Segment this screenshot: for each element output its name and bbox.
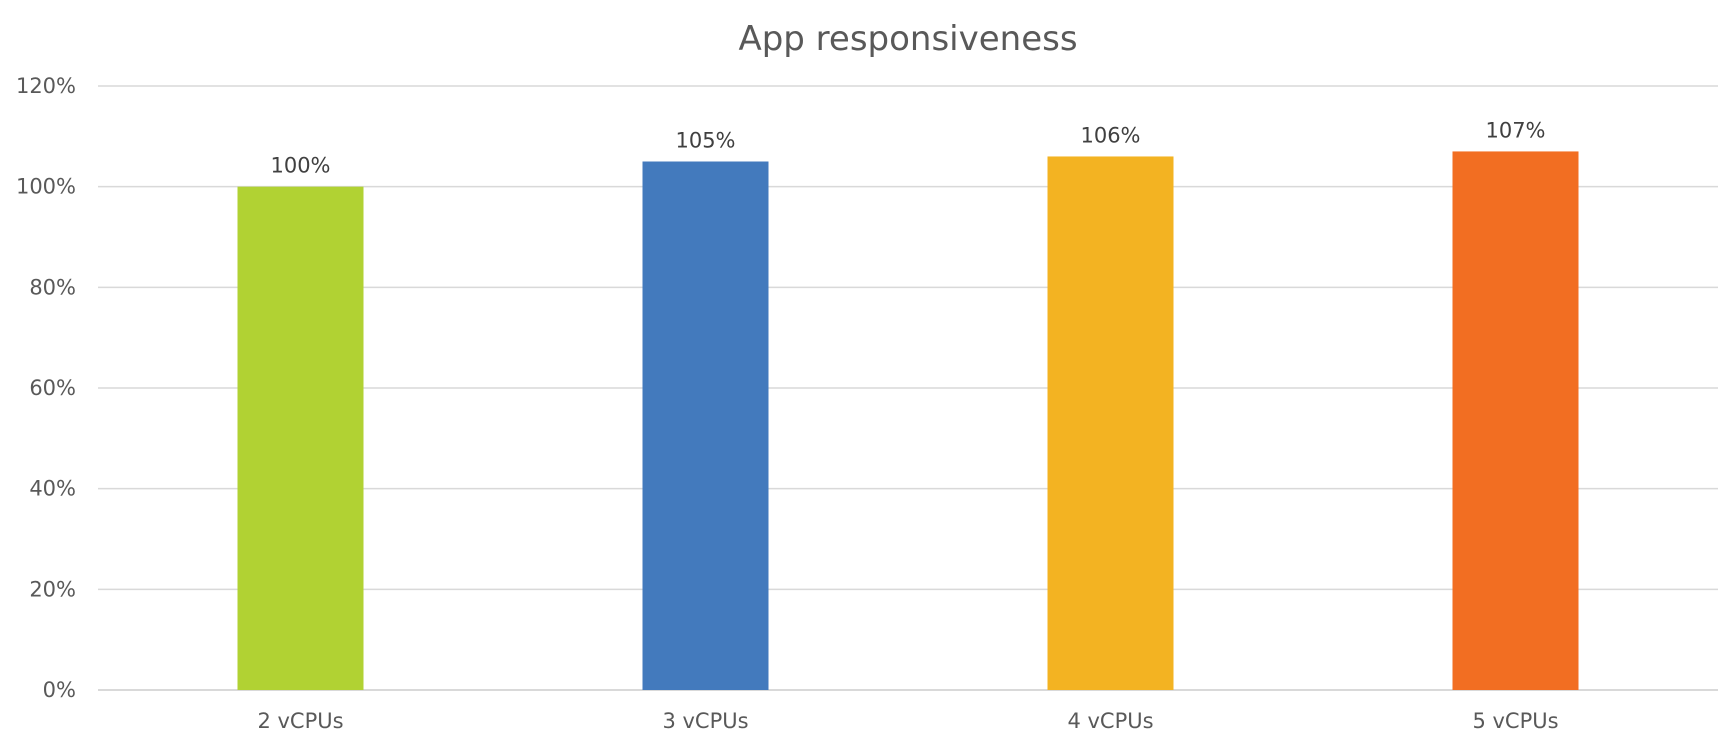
y-tick-label: 40% bbox=[29, 477, 76, 501]
gridlines bbox=[98, 85, 1718, 691]
bar-1 bbox=[237, 186, 364, 690]
bar-4 bbox=[1452, 151, 1579, 690]
chart-title: App responsiveness bbox=[738, 19, 1077, 59]
y-tick-label: 60% bbox=[29, 376, 76, 400]
x-tick-label: 4 vCPUs bbox=[1067, 709, 1153, 733]
bar-2 bbox=[642, 161, 769, 690]
y-tick-label: 20% bbox=[29, 577, 76, 601]
y-tick-label: 100% bbox=[16, 175, 76, 199]
y-tick-label: 120% bbox=[16, 74, 76, 98]
data-label: 107% bbox=[1485, 118, 1545, 142]
y-tick-label: 80% bbox=[29, 275, 76, 299]
bars bbox=[237, 151, 1579, 690]
data-labels: 100% 105% 106% 107% bbox=[270, 118, 1545, 177]
data-label: 100% bbox=[270, 154, 330, 178]
x-tick-label: 2 vCPUs bbox=[257, 709, 343, 733]
data-label: 106% bbox=[1080, 123, 1140, 147]
data-label: 105% bbox=[675, 129, 735, 153]
y-axis-ticks: 0% 20% 40% 60% 80% 100% 120% bbox=[16, 74, 76, 702]
y-tick-label: 0% bbox=[43, 678, 76, 702]
x-axis-ticks: 2 vCPUs 3 vCPUs 4 vCPUs 5 vCPUs bbox=[257, 709, 1558, 733]
x-tick-label: 3 vCPUs bbox=[662, 709, 748, 733]
x-tick-label: 5 vCPUs bbox=[1472, 709, 1558, 733]
bar-3 bbox=[1047, 156, 1174, 690]
